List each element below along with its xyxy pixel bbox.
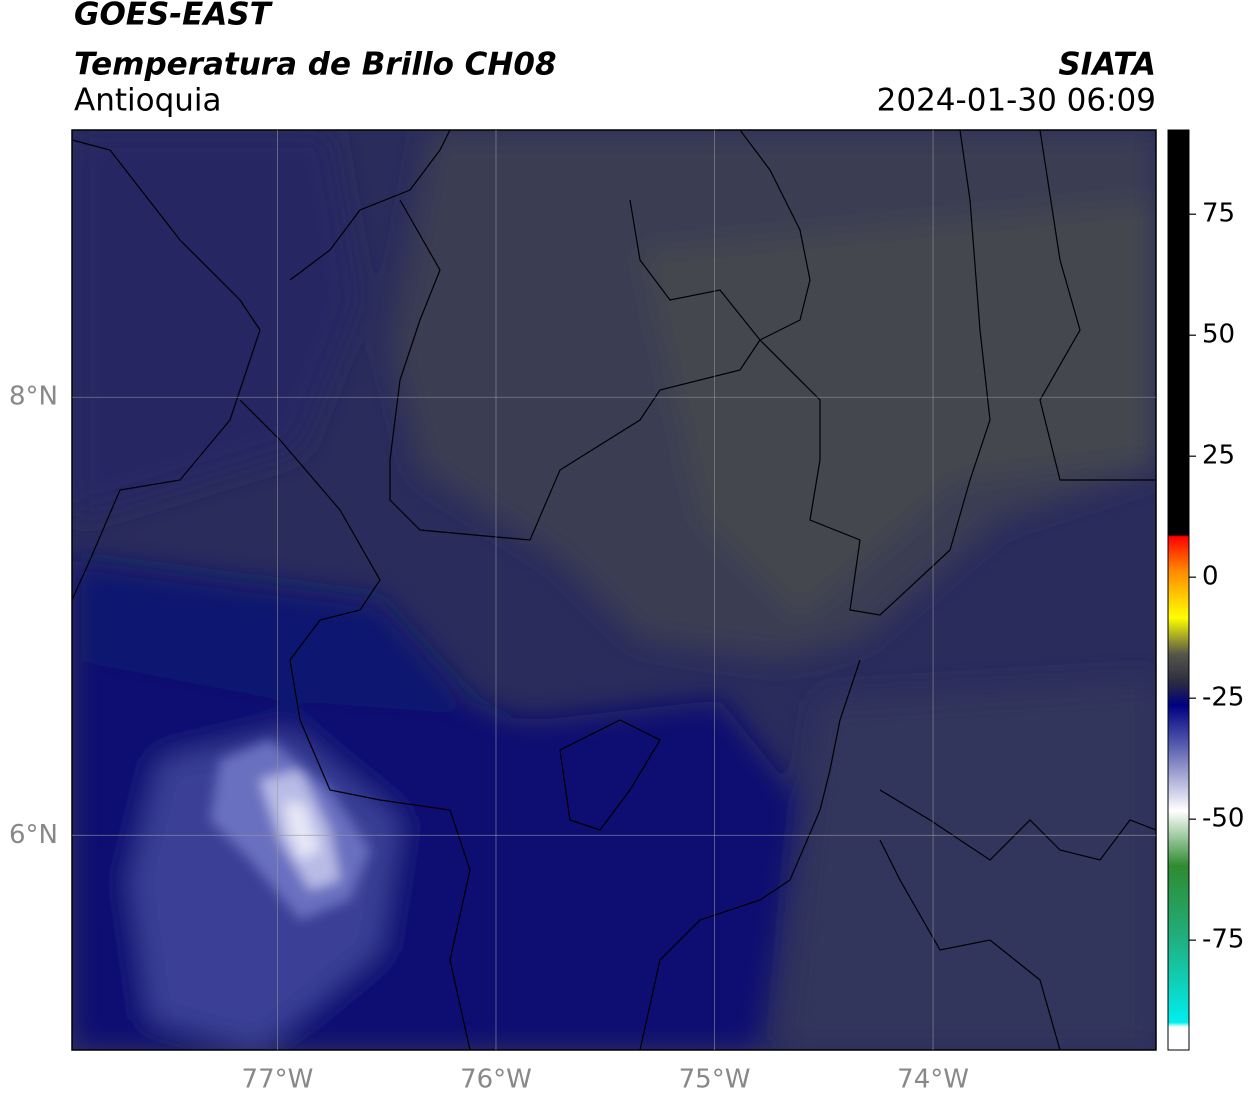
colorbar [1167,129,1190,1051]
subtitle: Temperatura de Brillo CH08 [74,47,557,83]
x-tick-label: 75°W [679,1065,751,1095]
x-tick-label: 76°W [460,1065,532,1095]
colorbar-tick-label: -25 [1202,683,1244,713]
y-tick-label: 6°N [9,820,58,850]
colorbar-tick-label: 75 [1202,199,1235,229]
colorbar-tick-label: 50 [1202,320,1235,350]
colorbar-tick-label: 0 [1202,562,1219,592]
map-field [72,130,1156,1050]
source: SIATA [1058,47,1156,83]
x-tick-label: 77°W [242,1065,314,1095]
region: Antioquia [74,83,222,119]
title: GOES-EAST [74,0,274,33]
y-tick-label: 8°N [9,382,58,412]
colorbar-tick-label: -75 [1202,925,1244,955]
map-frame [71,129,1157,1051]
colorbar-tick-label: -50 [1202,804,1244,834]
colorbar-tick-label: 25 [1202,441,1235,471]
datetime: 2024-01-30 06:09 [877,83,1156,119]
x-tick-label: 74°W [897,1065,969,1095]
